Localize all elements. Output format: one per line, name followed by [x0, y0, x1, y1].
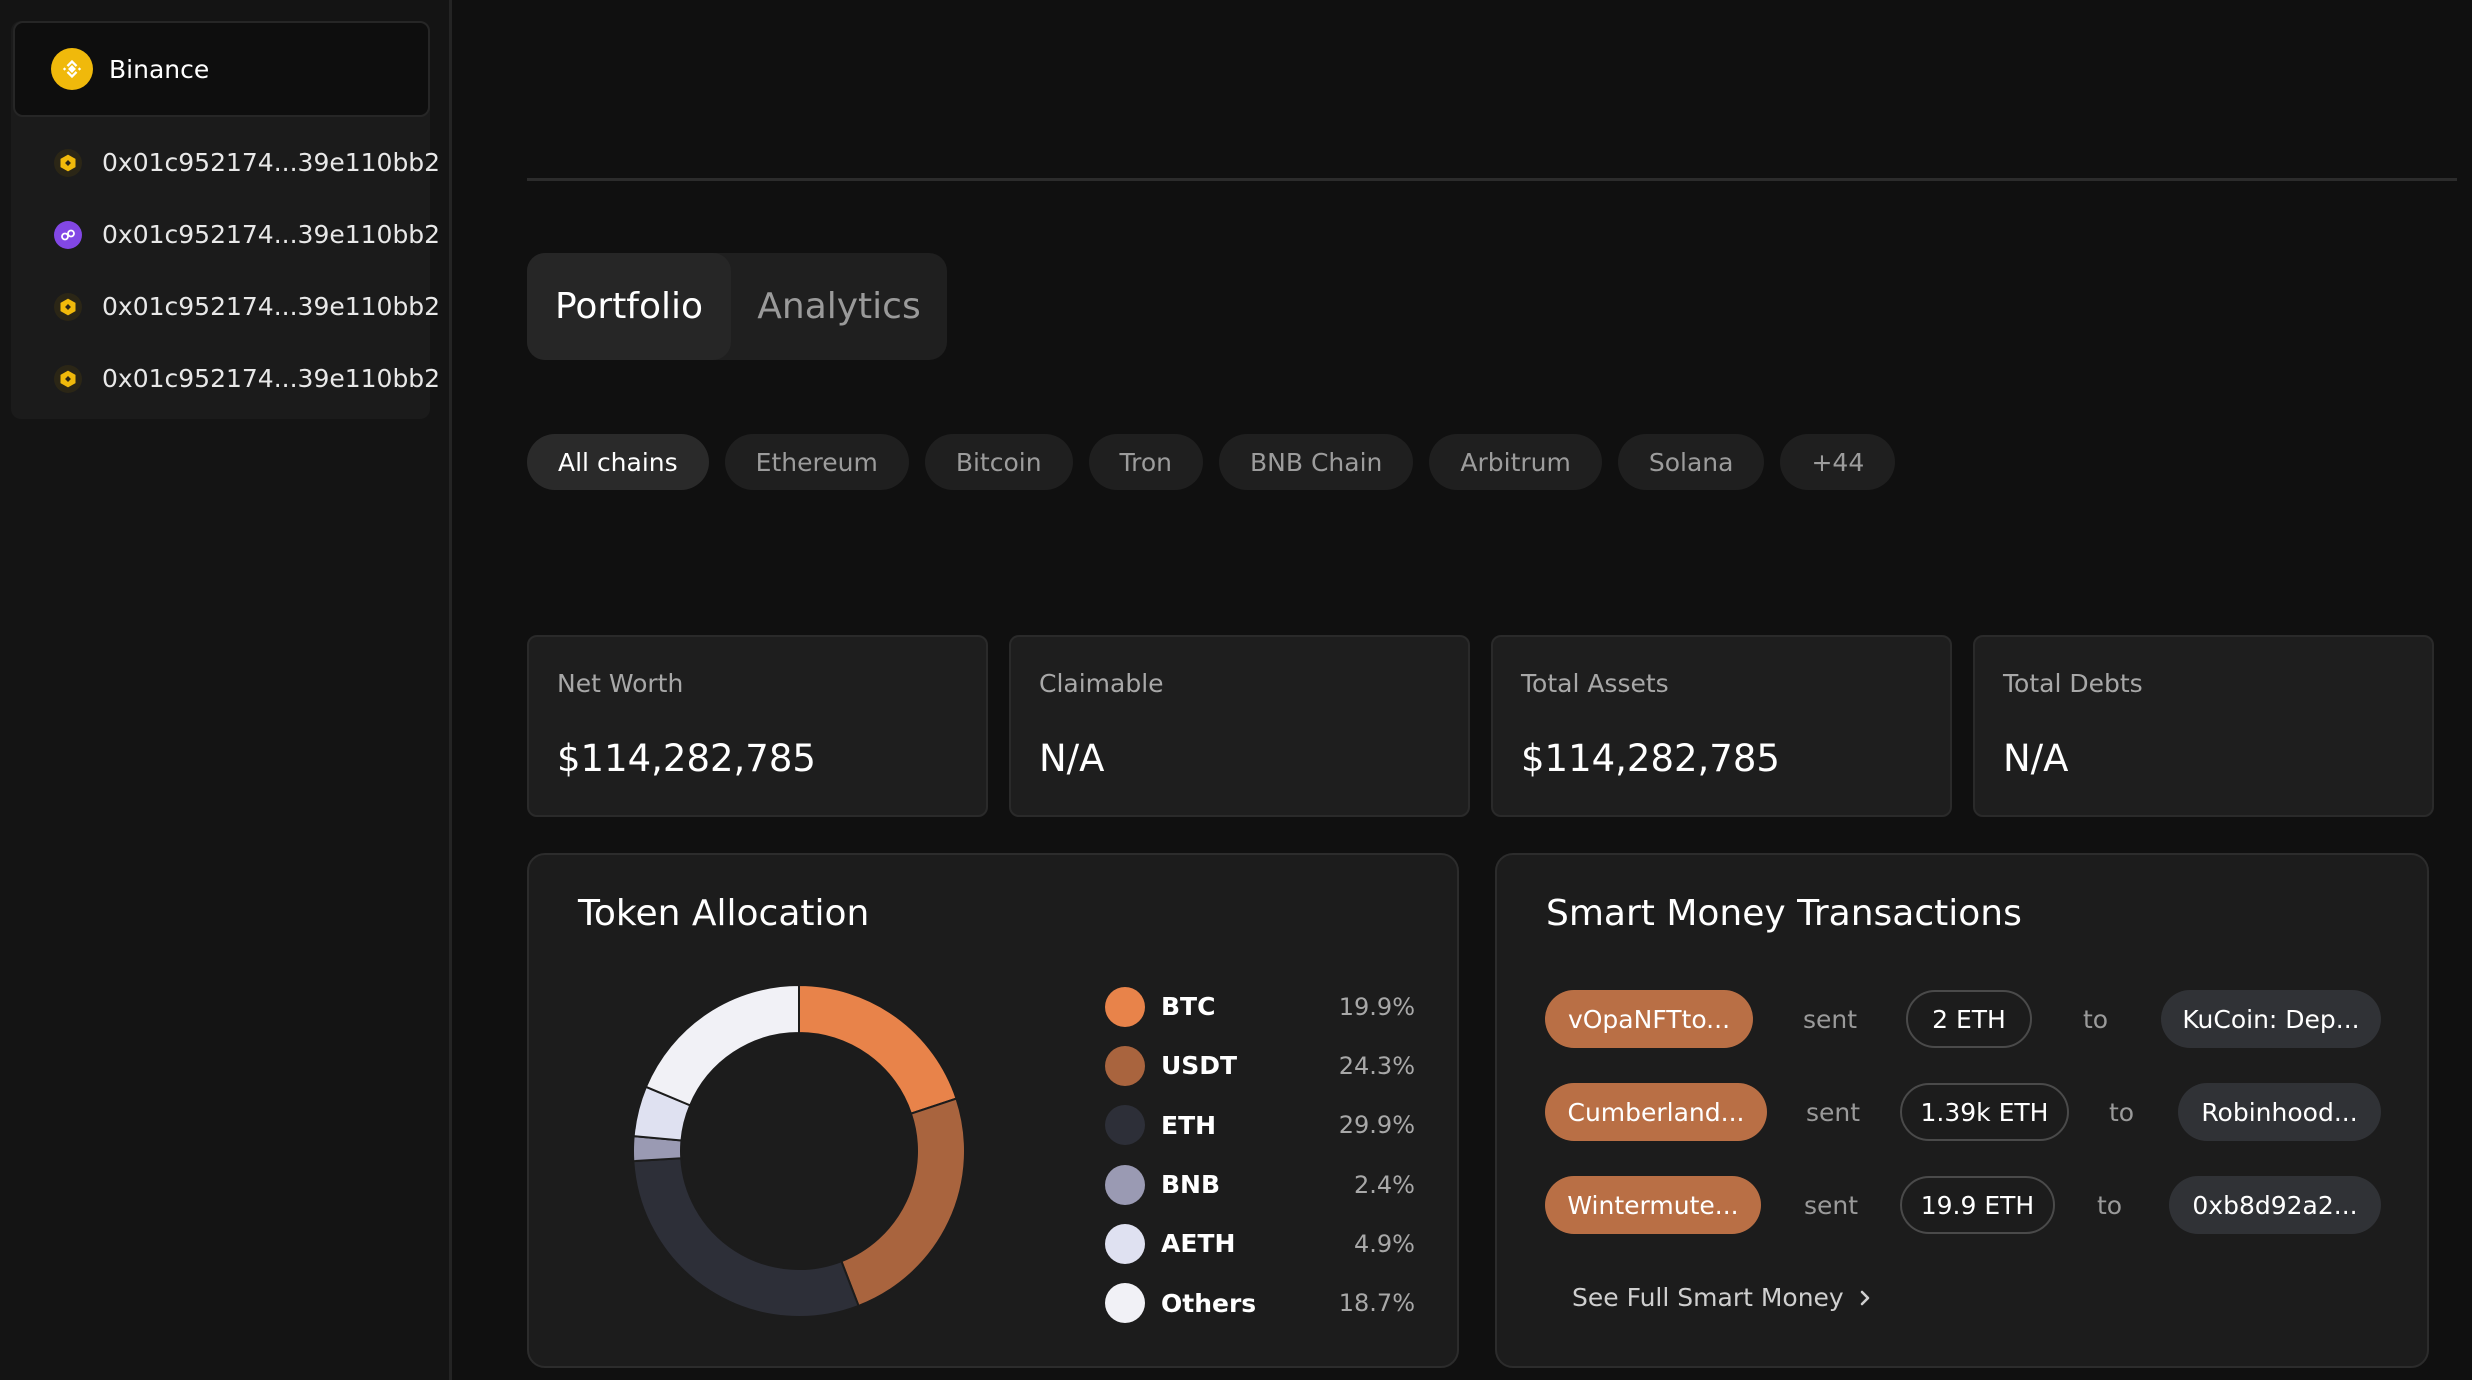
donut-slice-btc[interactable] — [798, 983, 958, 1115]
header-divider — [527, 178, 2457, 181]
legend-percent: 19.9% — [1338, 992, 1415, 1021]
donut-slice-usdt[interactable] — [840, 1097, 966, 1308]
legend-symbol: Others — [1161, 1288, 1257, 1318]
legend-percent: 2.4% — [1354, 1170, 1415, 1199]
chain-chip-more[interactable]: +44 — [1780, 434, 1896, 490]
see-full-label: See Full Smart Money — [1572, 1283, 1844, 1312]
chain-chip-ethereum[interactable]: Ethereum — [724, 434, 909, 490]
to-label: to — [2097, 1190, 2123, 1220]
stat-label: Total Assets — [1521, 669, 1669, 698]
chevron-right-icon — [1860, 1290, 1870, 1305]
transaction-row: Cumberland... sent 1.39k ETH to Robinhoo… — [1545, 1083, 2381, 1141]
to-label: to — [2109, 1097, 2135, 1127]
bnb-chain-icon — [54, 364, 82, 393]
legend-swatch — [1105, 1223, 1145, 1264]
legend-percent: 24.3% — [1338, 1051, 1415, 1080]
amount-pill[interactable]: 19.9 ETH — [1900, 1176, 2055, 1234]
binance-logo-icon — [51, 48, 93, 90]
wallet-item[interactable]: 0x01c952174...39e110bb2 — [54, 364, 440, 393]
tab-analytics[interactable]: Analytics — [757, 286, 921, 327]
sidebar: Binance 0x01c952174...39e110bb2 0x01c952… — [0, 0, 452, 1380]
tab-portfolio[interactable]: Portfolio — [527, 253, 731, 360]
legend-item-usdt: USDT 24.3% — [1105, 1036, 1465, 1095]
recipient-pill[interactable]: Robinhood... — [2178, 1083, 2381, 1141]
stat-card-net-worth: Net Worth $114,282,785 — [527, 635, 988, 817]
sender-pill[interactable]: Wintermute... — [1545, 1176, 1761, 1234]
sender-pill[interactable]: Cumberland... — [1545, 1083, 1767, 1141]
donut-slice-eth[interactable] — [632, 1157, 860, 1318]
account-selector-binance[interactable]: Binance — [13, 21, 430, 117]
stat-label: Total Debts — [2003, 669, 2143, 698]
recipient-pill[interactable]: 0xb8d92a2... — [2169, 1176, 2381, 1234]
sender-pill[interactable]: vOpaNFTto... — [1545, 990, 1753, 1048]
chain-chip-arbitrum[interactable]: Arbitrum — [1429, 434, 1602, 490]
allocation-legend: BTC 19.9% USDT 24.3% ETH 29.9% BNB 2.4% … — [1105, 977, 1465, 1333]
amount-pill[interactable]: 1.39k ETH — [1900, 1083, 2069, 1141]
legend-swatch — [1105, 1045, 1145, 1086]
legend-swatch — [1105, 1164, 1145, 1205]
see-full-smart-money-link[interactable]: See Full Smart Money — [1572, 1283, 1872, 1312]
legend-percent: 18.7% — [1338, 1289, 1415, 1318]
legend-symbol: BNB — [1161, 1170, 1221, 1200]
recipient-pill[interactable]: KuCoin: Dep... — [2161, 990, 2381, 1048]
bnb-chain-icon — [54, 148, 82, 177]
sent-label: sent — [1804, 1190, 1859, 1220]
legend-percent: 29.9% — [1338, 1111, 1415, 1140]
legend-item-others: Others 18.7% — [1105, 1273, 1465, 1332]
wallet-address: 0x01c952174...39e110bb2 — [102, 148, 441, 177]
stat-label: Net Worth — [557, 669, 684, 698]
stat-card-total-debts: Total Debts N/A — [1973, 635, 2434, 817]
chain-filter: All chains Ethereum Bitcoin Tron BNB Cha… — [527, 434, 1896, 490]
card-title: Token Allocation — [578, 893, 870, 934]
stat-card-total-assets: Total Assets $114,282,785 — [1491, 635, 1952, 817]
wallet-address: 0x01c952174...39e110bb2 — [102, 364, 441, 393]
chain-chip-bitcoin[interactable]: Bitcoin — [924, 434, 1073, 490]
to-label: to — [2083, 1004, 2109, 1034]
transaction-row: vOpaNFTto... sent 2 ETH to KuCoin: Dep..… — [1545, 990, 2381, 1048]
polygon-chain-icon — [54, 220, 82, 249]
wallet-item[interactable]: 0x01c952174...39e110bb2 — [54, 220, 440, 249]
stat-card-claimable: Claimable N/A — [1009, 635, 1470, 817]
wallet-item[interactable]: 0x01c952174...39e110bb2 — [54, 148, 440, 177]
stat-label: Claimable — [1039, 669, 1164, 698]
view-tabs: Portfolio Analytics — [527, 253, 947, 360]
sent-label: sent — [1806, 1097, 1861, 1127]
legend-item-eth: ETH 29.9% — [1105, 1096, 1465, 1155]
transaction-row: Wintermute... sent 19.9 ETH to 0xb8d92a2… — [1545, 1176, 2381, 1234]
stat-value: N/A — [1039, 737, 1105, 780]
legend-percent: 4.9% — [1354, 1229, 1415, 1258]
legend-symbol: AETH — [1161, 1229, 1236, 1259]
stat-value: $114,282,785 — [1521, 737, 1780, 780]
account-name: Binance — [109, 54, 210, 84]
token-allocation-card: Token Allocation BTC 19.9% USDT 24.3% ET… — [527, 853, 1459, 1368]
chain-chip-tron[interactable]: Tron — [1088, 434, 1204, 490]
stat-value: N/A — [2003, 737, 2069, 780]
legend-swatch — [1105, 1283, 1145, 1324]
legend-symbol: BTC — [1161, 992, 1216, 1022]
wallet-item[interactable]: 0x01c952174...39e110bb2 — [54, 292, 440, 321]
wallet-address: 0x01c952174...39e110bb2 — [102, 292, 441, 321]
legend-swatch — [1105, 1105, 1145, 1146]
stat-value: $114,282,785 — [557, 737, 816, 780]
chain-chip-solana[interactable]: Solana — [1617, 434, 1765, 490]
bnb-chain-icon — [54, 292, 82, 321]
legend-symbol: ETH — [1161, 1110, 1217, 1140]
wallet-address: 0x01c952174...39e110bb2 — [102, 220, 441, 249]
chain-chip-all[interactable]: All chains — [527, 434, 709, 490]
allocation-donut-chart — [632, 983, 966, 1318]
amount-pill[interactable]: 2 ETH — [1906, 990, 2032, 1048]
legend-item-aeth: AETH 4.9% — [1105, 1214, 1465, 1273]
legend-item-btc: BTC 19.9% — [1105, 977, 1465, 1036]
legend-item-bnb: BNB 2.4% — [1105, 1155, 1465, 1214]
sent-label: sent — [1803, 1004, 1858, 1034]
card-title: Smart Money Transactions — [1546, 893, 2022, 934]
chain-chip-bnb[interactable]: BNB Chain — [1219, 434, 1414, 490]
donut-slice-others[interactable] — [644, 983, 800, 1107]
smart-money-card: Smart Money Transactions vOpaNFTto... se… — [1495, 853, 2429, 1368]
legend-swatch — [1105, 986, 1145, 1027]
legend-symbol: USDT — [1161, 1051, 1238, 1081]
